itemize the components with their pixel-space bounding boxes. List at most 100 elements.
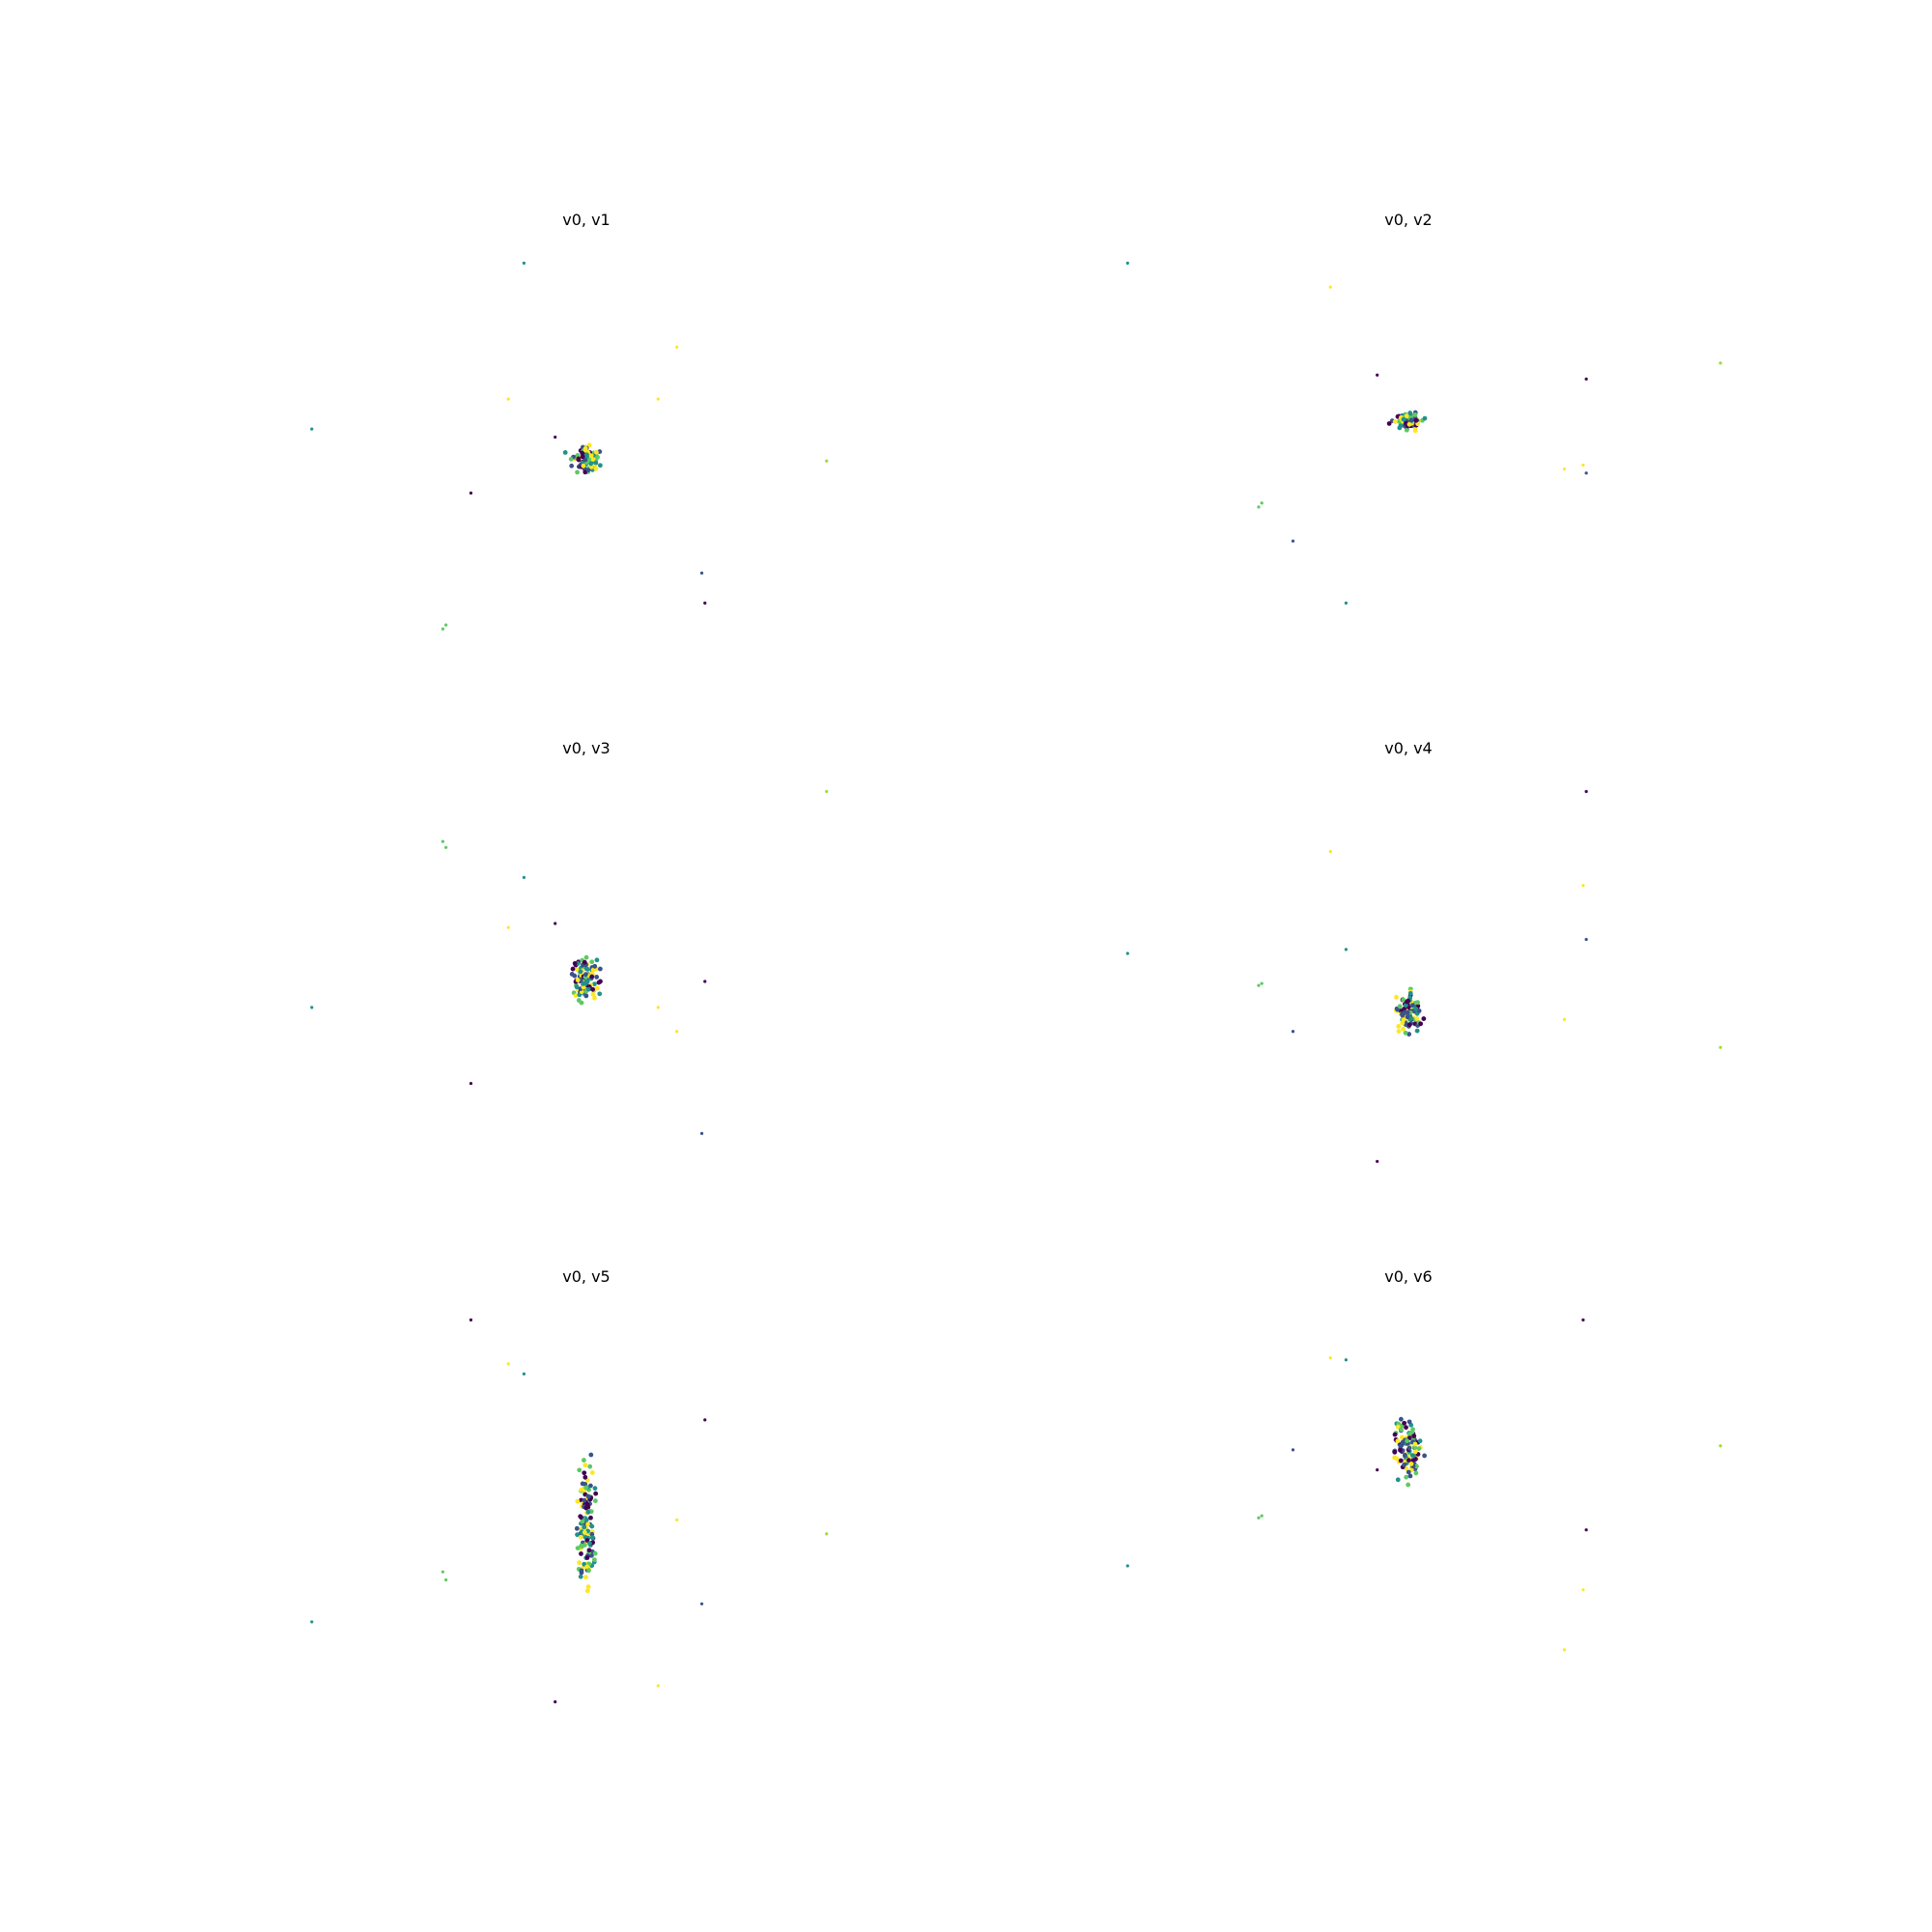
scatter-point <box>578 1574 583 1579</box>
scatter-point <box>1405 1014 1410 1020</box>
scatter-point <box>592 1498 598 1504</box>
panel-title: v0, v2 <box>1384 211 1432 229</box>
scatter-point <box>1125 1564 1129 1568</box>
scatter-point <box>593 1491 599 1496</box>
scatter-point <box>580 1481 585 1487</box>
scatter-point <box>699 1602 704 1605</box>
scatter-point <box>440 839 445 843</box>
scatter-point <box>1402 1007 1407 1011</box>
scatter-point <box>1344 601 1348 605</box>
scatter-point <box>1417 1438 1423 1444</box>
scatter-point <box>568 456 574 462</box>
scatter-point <box>1260 981 1264 985</box>
panel-title: v0, v3 <box>562 739 610 757</box>
scatter-point <box>1397 1004 1403 1009</box>
scatter-point <box>554 1700 557 1704</box>
scatter-point <box>440 627 445 631</box>
scatter-point <box>593 449 599 455</box>
scatter-point <box>469 491 473 495</box>
scatter-point <box>1398 1447 1403 1453</box>
scatter-point <box>582 1474 588 1480</box>
scatter-point <box>1412 412 1418 417</box>
scatter-point <box>1396 1024 1402 1029</box>
panel-title: v0, v1 <box>562 211 610 229</box>
scatter-point <box>593 460 599 466</box>
scatter-point <box>1401 997 1406 1003</box>
scatter-point <box>703 601 707 605</box>
scatter-point <box>1415 1000 1420 1006</box>
scatter-point <box>1719 361 1722 365</box>
scatter-point <box>592 981 597 987</box>
scatter-point <box>586 1568 591 1574</box>
scatter-point <box>584 1588 590 1594</box>
scatter-point <box>1394 994 1399 1000</box>
scatter-point <box>569 463 575 469</box>
scatter-point <box>585 1504 591 1510</box>
scatter-point <box>583 993 589 999</box>
scatter-point <box>583 954 589 960</box>
scatter-point <box>310 427 314 431</box>
scatter-point <box>585 1584 591 1590</box>
scatter-point <box>582 1524 587 1530</box>
scatter-point <box>1406 1482 1411 1488</box>
panel-v0-v6: v0, v6 <box>1125 1267 1722 1652</box>
scatter-point <box>1581 884 1585 888</box>
scatter-point <box>575 469 580 475</box>
panel-v0-v3: v0, v3 <box>310 739 829 1135</box>
scatter-point <box>574 984 580 990</box>
scatter-point <box>1581 1588 1585 1592</box>
scatter-point <box>1403 1022 1408 1028</box>
scatter-point <box>591 1557 597 1563</box>
scatter-point <box>1402 1420 1407 1426</box>
scatter-point <box>1422 1453 1428 1459</box>
scatter-point <box>1399 1427 1404 1433</box>
scatter-point <box>1719 1444 1722 1448</box>
scatter-point <box>1404 1425 1408 1431</box>
scatter-point <box>1413 1006 1419 1011</box>
scatter-point <box>1403 1030 1408 1036</box>
scatter-point <box>577 1560 582 1566</box>
scatter-point <box>469 1318 473 1321</box>
scatter-point <box>582 1497 587 1503</box>
scatter-point <box>1257 505 1261 509</box>
scatter-point <box>589 974 595 980</box>
scatter-point <box>1396 1029 1402 1034</box>
scatter-point <box>522 1372 526 1376</box>
scatter-point <box>1406 1458 1411 1463</box>
scatter-point <box>576 998 582 1003</box>
scatter-point <box>1392 1432 1398 1437</box>
scatter-point <box>1402 1462 1407 1467</box>
scatter-point <box>1422 415 1428 421</box>
scatter-point <box>1394 1456 1400 1462</box>
scatter-point <box>1409 1430 1415 1435</box>
scatter-point <box>1400 1435 1405 1440</box>
scatter-point <box>1291 1448 1295 1452</box>
scatter-point <box>1411 1434 1417 1438</box>
scatter-point <box>506 925 510 929</box>
scatter-point <box>1376 1159 1379 1163</box>
scatter-point <box>1406 1469 1411 1475</box>
panel-v0-v2: v0, v2 <box>1125 211 1722 605</box>
scatter-point <box>582 1458 586 1463</box>
scatter-point <box>584 966 590 972</box>
scatter-point <box>656 1006 660 1009</box>
scatter-point <box>1584 377 1588 382</box>
scatter-point <box>579 1543 584 1548</box>
scatter-point <box>590 967 596 973</box>
scatter-point <box>1416 1446 1422 1452</box>
scatter-point <box>554 435 557 440</box>
scatter-point <box>1408 417 1414 423</box>
scatter-point <box>656 397 660 401</box>
scatter-point <box>575 978 581 982</box>
scatter-point <box>703 980 707 983</box>
scatter-point <box>590 986 596 992</box>
scatter-point <box>1125 952 1129 955</box>
scatter-point <box>1406 421 1412 427</box>
scatter-point <box>1376 373 1379 377</box>
scatter-point <box>1398 1416 1404 1422</box>
scatter-point <box>1400 1439 1406 1445</box>
scatter-point <box>1412 428 1418 434</box>
scatter-point <box>1412 1449 1418 1455</box>
scatter-point <box>584 1564 590 1570</box>
